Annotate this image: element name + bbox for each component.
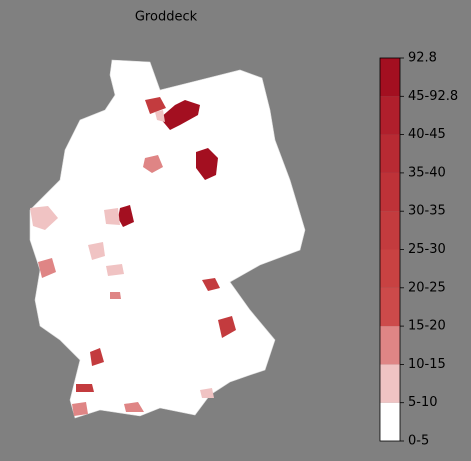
region — [200, 388, 214, 398]
colorbar-segment — [380, 58, 400, 97]
region — [143, 155, 163, 173]
colorbar-label: 30-35 — [408, 204, 446, 219]
colorbar-label: 92.8 — [408, 51, 437, 66]
region — [196, 148, 218, 180]
colorbar: 0-5 5-10 10-15 15-20 20-25 25-30 30-35 35-40 40-… — [379, 51, 458, 449]
colorbar-label: 45-92.8 — [408, 89, 458, 104]
region — [155, 110, 165, 122]
colorbar-segment — [380, 402, 400, 441]
colorbar-segment — [380, 134, 400, 173]
colorbar-label: 10-15 — [408, 357, 446, 372]
colorbar-segment — [380, 326, 400, 365]
colorbar-label: 5-10 — [408, 395, 438, 410]
colorbar-segment — [380, 211, 400, 250]
country-outline — [29, 59, 306, 419]
region — [145, 97, 166, 114]
region — [118, 205, 134, 227]
region — [38, 258, 56, 278]
region — [90, 348, 104, 366]
region — [218, 316, 236, 338]
colorbar-segment — [380, 249, 400, 288]
region — [160, 100, 200, 130]
region — [104, 208, 120, 225]
colorbar-label: 20-25 — [408, 280, 446, 295]
region — [72, 402, 88, 416]
region — [106, 264, 124, 276]
colorbar-label: 35-40 — [408, 165, 446, 180]
region — [76, 384, 94, 392]
region — [110, 292, 121, 299]
colorbar-label: 25-30 — [408, 242, 446, 257]
colorbar-label: 0-5 — [408, 434, 429, 449]
region — [88, 242, 105, 260]
colorbar-label: 15-20 — [408, 319, 446, 334]
map-title: Groddeck — [135, 10, 198, 25]
germany-map — [29, 59, 306, 419]
region — [30, 206, 58, 230]
region — [202, 278, 220, 291]
colorbar-segment — [380, 96, 400, 135]
region — [124, 402, 144, 412]
colorbar-label: 40-45 — [408, 127, 446, 142]
colorbar-segment — [380, 287, 400, 327]
colorbar-segment — [380, 172, 400, 212]
colorbar-segment — [380, 364, 400, 403]
